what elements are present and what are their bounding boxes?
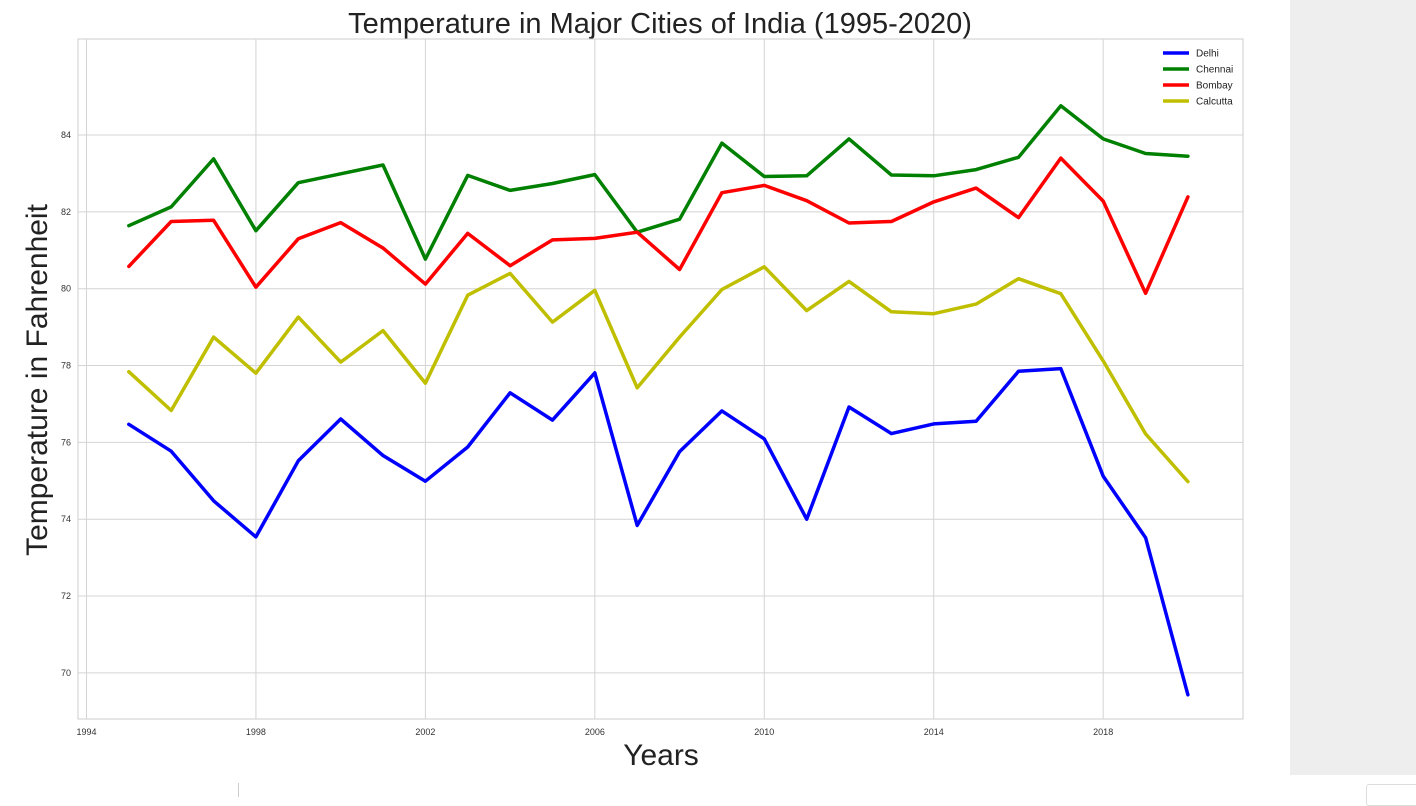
- bottom-divider: [238, 783, 239, 797]
- series-line-delhi: [127, 366, 1190, 697]
- x-tick-label: 1998: [246, 727, 266, 737]
- y-axis-label: Temperature in Fahrenheit: [21, 203, 54, 556]
- legend-label-chennai: Chennai: [1196, 65, 1233, 76]
- x-tick-label: 2006: [585, 727, 605, 737]
- y-tick-label: 72: [61, 591, 71, 601]
- x-tick-label: 2018: [1093, 727, 1113, 737]
- x-tick-labels: 1994 1998 2002 2006 2010 2014 2018: [76, 727, 1113, 737]
- series-line-bombay: [127, 156, 1190, 296]
- legend-label-delhi: Delhi: [1196, 49, 1219, 60]
- legend-label-calcutta: Calcutta: [1196, 97, 1233, 108]
- plot-area: [77, 38, 1244, 720]
- corner-control[interactable]: [1366, 784, 1416, 806]
- y-tick-labels: 70 72 74 76 78 80 82 84: [61, 130, 71, 678]
- y-tick-label: 80: [61, 284, 71, 294]
- bottom-strip: [0, 775, 1416, 797]
- y-tick-label: 78: [61, 361, 71, 371]
- series-lines: [127, 104, 1190, 697]
- temperature-line-chart: Temperature in Major Cities of India (19…: [21, 8, 1244, 772]
- y-tick-label: 76: [61, 437, 71, 447]
- x-tick-label: 2010: [754, 727, 774, 737]
- y-tick-label: 84: [61, 130, 71, 140]
- chart-title: Temperature in Major Cities of India (19…: [348, 8, 972, 40]
- y-tick-label: 70: [61, 668, 71, 678]
- right-side-panel: [1290, 0, 1416, 775]
- legend-label-bombay: Bombay: [1196, 81, 1233, 92]
- x-tick-label: 1994: [76, 727, 96, 737]
- y-tick-label: 82: [61, 207, 71, 217]
- x-tick-label: 2014: [924, 727, 944, 737]
- x-tick-label: 2002: [415, 727, 435, 737]
- series-line-chennai: [127, 104, 1190, 261]
- legend: Delhi Chennai Bombay Calcutta: [1163, 49, 1233, 108]
- y-tick-label: 74: [61, 514, 71, 524]
- series-line-calcutta: [127, 265, 1190, 484]
- x-axis-label: Years: [623, 739, 699, 772]
